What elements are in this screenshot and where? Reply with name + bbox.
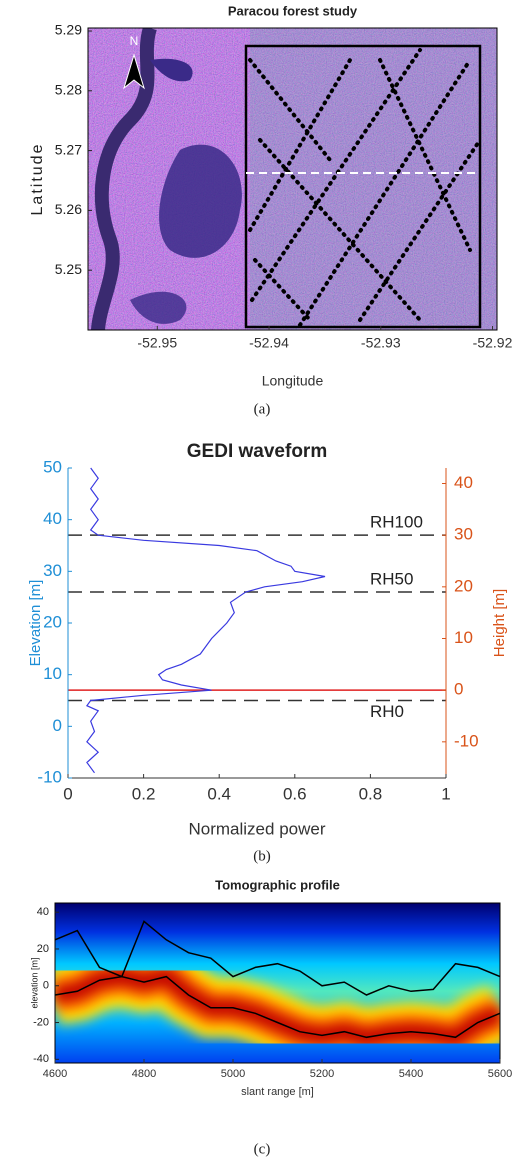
y-tick-label: -20: [33, 1016, 49, 1028]
y-tick-label: 40: [43, 509, 62, 528]
north-arrow: [123, 53, 145, 90]
x-axis-label: slant range [m]: [241, 1086, 314, 1098]
chart-title: Paracou forest study: [228, 3, 358, 18]
x-tick-label: -52.93: [361, 335, 401, 351]
y-tick-label: 50: [43, 457, 62, 476]
x-tick-label: -52.92: [473, 335, 513, 351]
y-tick-label: 0: [43, 980, 49, 992]
y2-axis-label: Height [m]: [491, 589, 508, 657]
y-tick-label: 5.29: [55, 22, 82, 38]
y2-tick-label: 0: [454, 680, 463, 699]
y2-tick-label: 20: [454, 576, 473, 595]
y-tick-label: -40: [33, 1053, 49, 1065]
y-tick-label: 30: [43, 561, 62, 580]
reference-label: RH0: [370, 702, 404, 721]
caption: (b): [253, 848, 271, 864]
y-tick-label: 5.26: [55, 201, 82, 217]
track-overlay: [248, 48, 482, 327]
y-axis-label: elevation [m]: [29, 957, 39, 1008]
x-tick-label: 0.4: [207, 784, 231, 803]
x-tick-label: -52.94: [249, 335, 289, 351]
x-tick-label: 1: [441, 784, 450, 803]
x-tick-label: 0: [63, 784, 72, 803]
y-tick-label: 5.27: [55, 141, 82, 157]
x-tick-label: 5600: [488, 1068, 512, 1080]
y-tick-label: 5.25: [55, 261, 82, 277]
x-tick-label: 4800: [132, 1068, 156, 1080]
chart-title: GEDI waveform: [187, 441, 327, 462]
x-tick-label: 5400: [399, 1068, 423, 1080]
y-tick-label: 5.28: [55, 81, 82, 97]
y2-tick-label: 30: [454, 525, 473, 544]
y2-tick-label: -10: [454, 731, 479, 750]
series-line: [54, 975, 501, 1039]
x-axis-label: Longitude: [262, 373, 324, 389]
y-tick-label: 40: [37, 906, 49, 918]
series-line: [54, 920, 501, 996]
caption: (a): [254, 401, 271, 417]
series-line: [85, 467, 326, 774]
y-tick-label: 20: [43, 612, 62, 631]
plot-frame: [87, 27, 498, 331]
y-axis-label: Elevation [m]: [27, 580, 44, 667]
reference-label: RH100: [370, 513, 423, 532]
y-tick-label: 0: [53, 716, 62, 735]
compass-label: N: [130, 34, 139, 48]
study-box: [244, 44, 482, 329]
x-tick-label: 5000: [221, 1068, 245, 1080]
x-tick-label: 4600: [43, 1068, 67, 1080]
y2-tick-label: 40: [454, 473, 473, 492]
reference-label: RH50: [370, 569, 413, 588]
y-tick-label: -10: [37, 767, 62, 786]
x-tick-label: 5200: [310, 1068, 334, 1080]
caption: (c): [254, 1141, 271, 1157]
x-tick-label: 0.8: [359, 784, 383, 803]
x-tick-label: -52.95: [137, 335, 177, 351]
y-axis-label: Latitude: [29, 143, 46, 216]
x-axis-label: Normalized power: [189, 819, 326, 838]
chart-title: Tomographic profile: [215, 877, 340, 892]
x-tick-label: 0.2: [132, 784, 156, 803]
y-tick-label: 10: [43, 664, 62, 683]
plot-frame: [54, 902, 501, 1064]
y-tick-label: 20: [37, 943, 49, 955]
x-tick-label: 0.6: [283, 784, 307, 803]
y2-tick-label: 10: [454, 628, 473, 647]
